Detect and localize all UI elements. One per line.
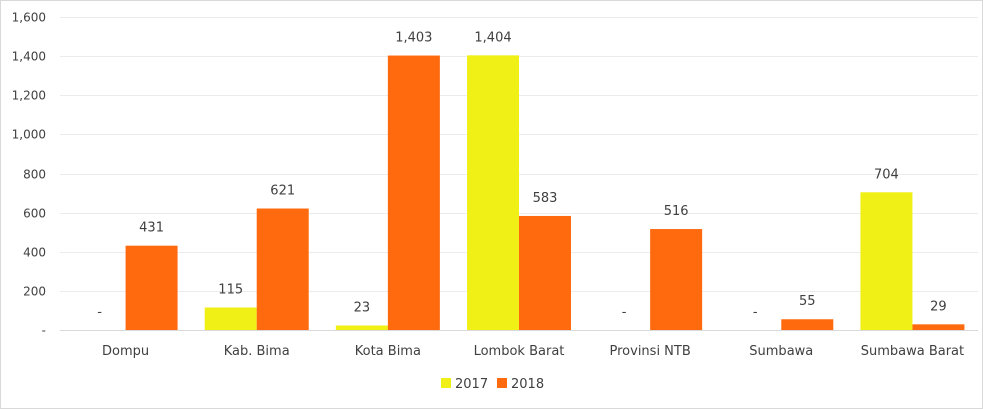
data-label-2017-3: 1,404	[474, 30, 511, 45]
category-label: Kota Bima	[355, 344, 421, 359]
y-tick-label: 600	[23, 207, 46, 221]
bar-2017-6	[860, 192, 913, 330]
y-axis-ticks: - 200 400 600 800 1,000 1,200 1,400 1,600	[12, 11, 46, 338]
legend: 2017 2018	[441, 377, 544, 392]
data-label-2018-2: 1,403	[395, 31, 432, 46]
category-label: Sumbawa Barat	[861, 344, 964, 359]
category-label: Provinsi NTB	[610, 344, 691, 359]
data-label-2017-2: 23	[354, 301, 371, 316]
category-label: Kab. Bima	[224, 344, 290, 359]
data-label-2018-3: 583	[533, 191, 558, 206]
y-tick-label: 1,600	[12, 11, 46, 25]
bar-2017-3	[467, 55, 519, 330]
legend-label-2017: 2017	[455, 377, 488, 392]
y-tick-label: 1,200	[12, 89, 46, 103]
data-label-2018-4: 516	[664, 204, 689, 219]
data-label-2017-5: -	[753, 305, 758, 320]
bar-2017-1	[204, 307, 257, 330]
x-axis-categories: Dompu Kab. Bima Kota Bima Lombok Barat Provi…	[102, 344, 964, 359]
legend-swatch-2017	[441, 378, 451, 388]
y-tick-label: 200	[23, 285, 46, 299]
y-tick-label: 800	[23, 168, 46, 182]
y-tick-label: 1,000	[12, 128, 46, 142]
data-label-2018-1: 621	[270, 184, 295, 199]
bar-2018-0	[125, 245, 178, 330]
bar-2017-2	[335, 325, 388, 330]
data-label-2017-6: 704	[874, 167, 899, 182]
data-label-2017-0: -	[97, 305, 102, 320]
y-tick-label: 1,400	[12, 50, 46, 64]
bar-2018-6	[912, 324, 965, 330]
data-label-2017-1: 115	[218, 283, 243, 298]
category-label: Dompu	[102, 344, 149, 359]
bar-2018-4	[650, 229, 703, 330]
legend-swatch-2018	[497, 378, 507, 388]
bar-2018-3	[519, 215, 571, 330]
y-tick-label: -	[42, 324, 46, 338]
bar-2018-2	[387, 55, 440, 331]
data-labels: - 431 115 621 23 1,403 1,404 583 - 516 - 55 704 29	[97, 30, 946, 320]
legend-label-2018: 2018	[511, 377, 544, 392]
data-label-2018-6: 29	[930, 299, 947, 314]
data-label-2017-4: -	[622, 305, 627, 320]
category-label: Lombok Barat	[474, 344, 565, 359]
data-label-2018-0: 431	[139, 221, 164, 236]
bar-2018-1	[256, 208, 309, 330]
data-label-2018-5: 55	[799, 294, 816, 309]
bars	[125, 55, 965, 331]
y-tick-label: 400	[23, 246, 46, 260]
category-label: Sumbawa	[749, 344, 813, 359]
bar-2018-5	[781, 319, 834, 330]
